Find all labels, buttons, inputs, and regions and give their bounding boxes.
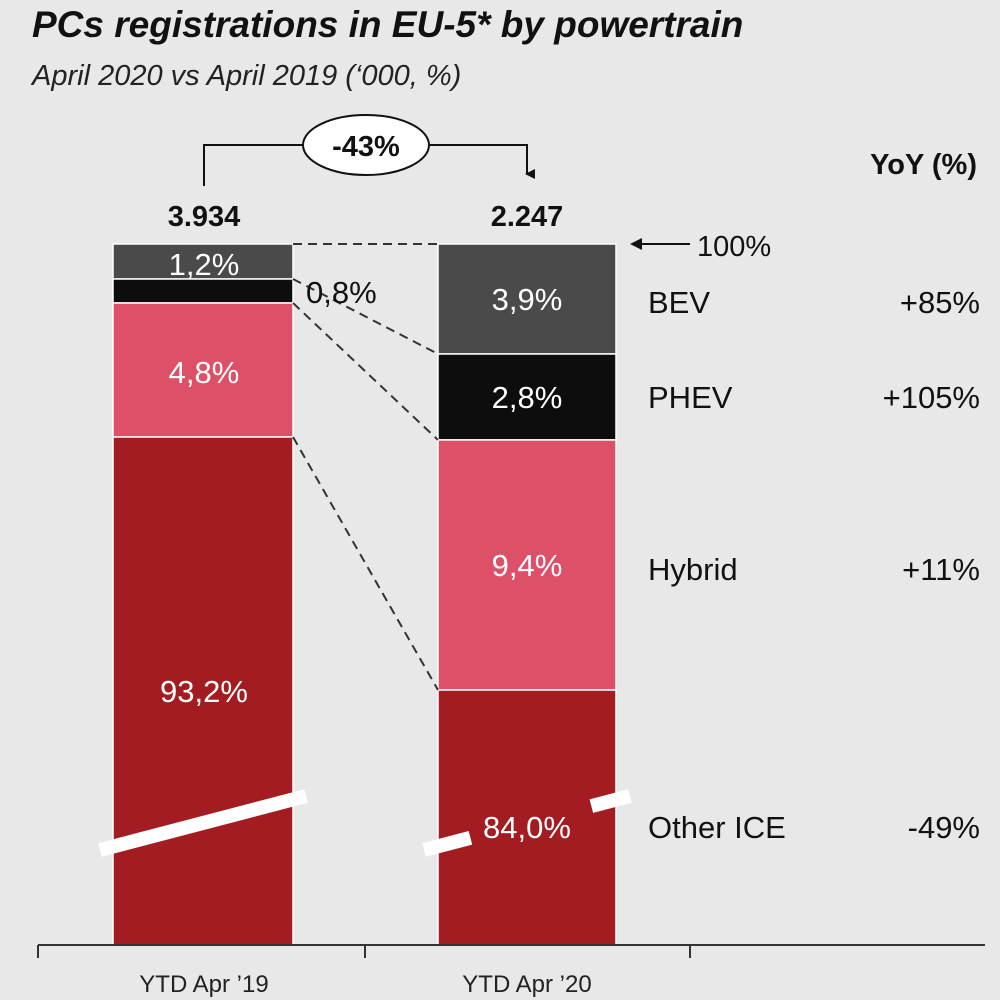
x-tick-label: YTD Apr ’20 [462, 971, 591, 998]
x-tick-label: YTD Apr ’19 [139, 971, 268, 998]
segment-label-hybrid-2019: 4,8% [169, 355, 240, 390]
change-oval [302, 114, 430, 176]
segment-connector [292, 278, 439, 355]
total-label-2020: 2.247 [491, 201, 564, 233]
bar-segment-hybrid-2019 [112, 302, 294, 438]
segment-label-phev-2019: 0,8% [306, 275, 377, 310]
axis-break-mark [98, 789, 308, 857]
axis-break-mark [422, 789, 632, 857]
yoy-header: YoY (%) [870, 149, 977, 181]
top-marker-arrowhead [630, 238, 642, 250]
top-marker-label: 100% [697, 231, 771, 263]
segment-connector [292, 436, 439, 691]
segment-label-hybrid-2020: 9,4% [492, 548, 563, 583]
bar-segment-hybrid-2020 [437, 439, 617, 691]
yoy-hybrid: +11% [902, 552, 980, 587]
chart-subtitle: April 2020 vs April 2019 (‘000, %) [32, 60, 462, 92]
bar-segment-other-ice-2020 [437, 689, 617, 946]
segment-label-other-ice-2020: 84,0% [483, 810, 571, 845]
change-label: -43% [332, 131, 400, 163]
segment-connector [292, 302, 439, 441]
legend-other-ice: Other ICE [648, 810, 786, 845]
segment-label-bev-2019: 1,2% [169, 247, 240, 282]
legend-phev: PHEV [648, 380, 733, 415]
legend-hybrid: Hybrid [648, 552, 738, 587]
bar-segment-phev-2019 [112, 278, 294, 304]
bar-segment-phev-2020 [437, 353, 617, 441]
yoy-other-ice: -49% [908, 810, 980, 845]
segment-label-phev-2020: 2,8% [492, 380, 563, 415]
yoy-phev: +105% [883, 380, 980, 415]
chart-title: PCs registrations in EU-5* by powertrain [32, 4, 744, 45]
total-label-2019: 3.934 [168, 201, 241, 233]
bar-segment-other-ice-2019 [112, 436, 294, 946]
legend-bev: BEV [648, 285, 710, 320]
yoy-bev: +85% [900, 285, 980, 320]
segment-label-bev-2020: 3,9% [492, 282, 563, 317]
change-connector [203, 144, 527, 186]
segment-label-other-ice-2019: 93,2% [160, 674, 248, 709]
bar-segment-bev-2020 [437, 243, 617, 355]
